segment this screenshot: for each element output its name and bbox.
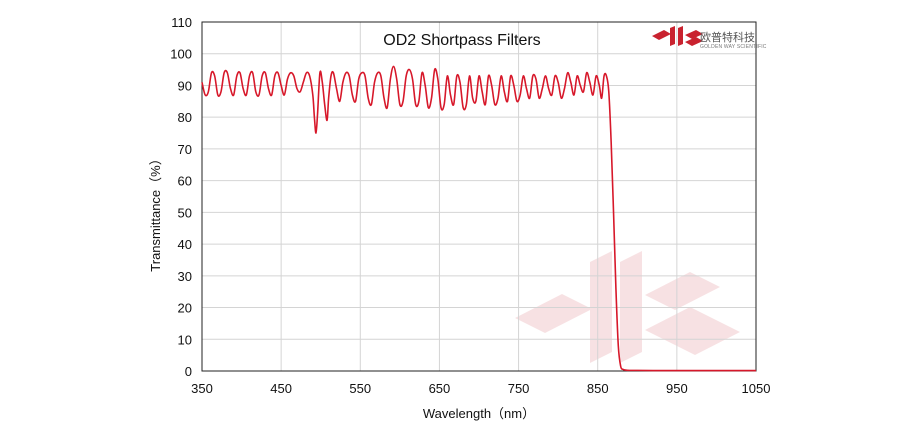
y-tick-label: 60: [178, 174, 192, 189]
chart-title: OD2 Shortpass Filters: [383, 32, 540, 49]
y-tick-label: 0: [185, 364, 192, 379]
x-tick-label: 450: [270, 381, 292, 396]
brand-logo-mark: [685, 30, 703, 39]
y-tick-label: 10: [178, 332, 192, 347]
y-tick-label: 110: [171, 15, 192, 30]
brand-logo: 欧普特科技 GOLDEN WAY SCIENTIFIC: [652, 26, 767, 50]
y-tick-label: 100: [170, 47, 192, 62]
x-tick-label: 950: [666, 381, 688, 396]
brand-logo-mark: [678, 26, 683, 46]
x-tick-label: 1050: [742, 381, 771, 396]
brand-logo-mark: [652, 30, 671, 40]
x-tick-label: 850: [587, 381, 609, 396]
plot-frame: [201, 21, 757, 372]
watermark-logo-icon: [515, 251, 740, 363]
x-tick-label: 550: [349, 381, 371, 396]
brand-logo-icon: [652, 26, 703, 46]
series-line-transmittance: [201, 65, 756, 372]
x-tick-label: 750: [508, 381, 530, 396]
y-tick-label: 30: [178, 269, 192, 284]
y-tick-label: 50: [178, 205, 192, 220]
x-tick-label: 350: [191, 381, 213, 396]
y-tick-label: 40: [178, 237, 192, 252]
x-axis-title: Wavelength（nm）: [423, 406, 535, 421]
y-axis-title: Transmittance（%）: [148, 152, 163, 271]
y-tick-label: 20: [178, 301, 192, 316]
y-tick-label: 80: [178, 110, 192, 125]
y-tick-label: 90: [178, 78, 192, 93]
brand-logo-mark: [685, 37, 703, 46]
brand-logo-mark: [670, 26, 675, 46]
x-tick-label: 650: [429, 381, 451, 396]
brand-logo-text-en: GOLDEN WAY SCIENTIFIC: [700, 44, 767, 50]
chart-tick-labels: 0 10 20 30 40 50 60 70 80 90 100 110 350 450 550 650 750…: [170, 15, 770, 396]
brand-logo-text-cn: 欧普特科技: [700, 30, 755, 44]
y-tick-label: 70: [178, 142, 192, 157]
